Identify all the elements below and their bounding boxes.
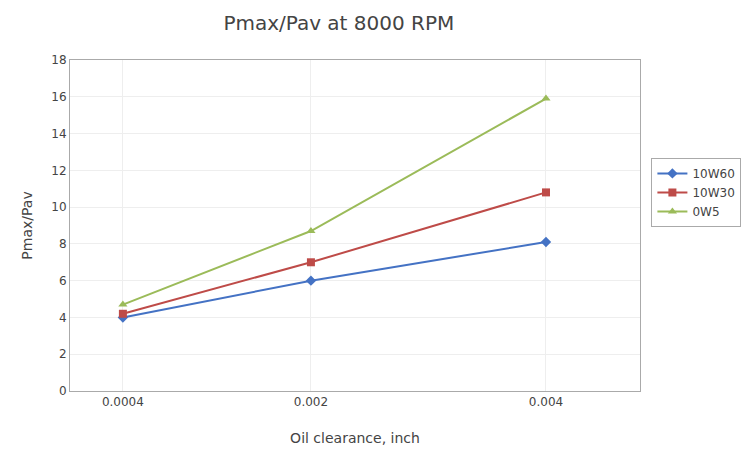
svg-text:18: 18 [51,53,66,67]
svg-text:10: 10 [51,200,66,214]
svg-text:10W60: 10W60 [692,167,734,181]
svg-text:0W5: 0W5 [692,205,719,219]
svg-text:8: 8 [59,237,67,251]
svg-text:14: 14 [51,127,66,141]
svg-text:6: 6 [59,274,67,288]
svg-text:4: 4 [59,311,67,325]
svg-text:2: 2 [59,347,67,361]
svg-text:0.002: 0.002 [294,395,328,409]
svg-text:Oil clearance, inch: Oil clearance, inch [290,430,420,446]
svg-text:12: 12 [51,164,66,178]
svg-text:Pmax/Pav at 8000 RPM: Pmax/Pav at 8000 RPM [223,11,454,35]
svg-text:0.004: 0.004 [529,395,563,409]
svg-text:Pmax/Pav: Pmax/Pav [19,191,35,259]
svg-text:0.0004: 0.0004 [102,395,144,409]
svg-text:0: 0 [59,384,67,398]
svg-text:16: 16 [51,90,66,104]
svg-text:10W30: 10W30 [692,186,734,200]
